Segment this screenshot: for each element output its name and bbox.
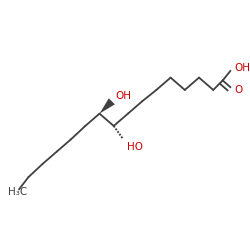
Text: O: O xyxy=(234,85,242,95)
Text: HO: HO xyxy=(127,142,143,152)
Text: H₃C: H₃C xyxy=(8,187,27,197)
Polygon shape xyxy=(100,98,115,114)
Text: OH: OH xyxy=(116,90,132,101)
Text: OH: OH xyxy=(234,63,250,73)
